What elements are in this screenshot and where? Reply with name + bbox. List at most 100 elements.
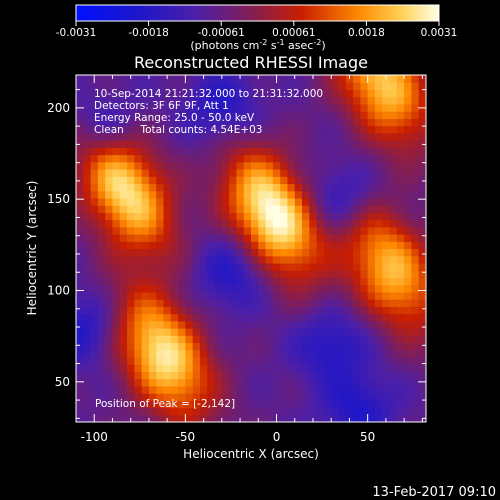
heatmap-cell [294, 291, 303, 300]
heatmap-cell [97, 277, 106, 286]
heatmap-cell [345, 103, 354, 112]
heatmap-cell [309, 320, 318, 329]
heatmap-cell [221, 212, 230, 221]
heatmap-cell [83, 226, 92, 235]
heatmap-cell [214, 132, 223, 141]
heatmap-cell [389, 378, 398, 387]
heatmap-cell [302, 103, 310, 112]
heatmap-cell [236, 168, 245, 177]
heatmap-cell [331, 364, 340, 372]
heatmap-cell [404, 154, 413, 163]
heatmap-cell [90, 197, 99, 206]
heatmap-cell [134, 262, 143, 271]
heatmap-cell [141, 313, 150, 322]
heatmap-cell [83, 176, 92, 185]
heatmap-cell [294, 255, 303, 264]
heatmap-cell [243, 255, 252, 264]
heatmap-cell [287, 299, 296, 307]
heatmap-cell [265, 342, 274, 351]
heatmap-cell [185, 89, 194, 98]
heatmap-cell [112, 176, 121, 185]
heatmap-cell [97, 248, 106, 257]
heatmap-cell [127, 168, 135, 177]
heatmap-cell [170, 248, 179, 257]
plot-frame [75, 74, 427, 423]
heatmap-cell [214, 262, 223, 271]
heatmap-cell [185, 219, 194, 228]
heatmap-cell [251, 82, 259, 91]
heatmap-cell [345, 356, 354, 365]
heatmap-cell [185, 118, 194, 127]
heatmap-cell [367, 407, 376, 416]
heatmap-cell [178, 241, 186, 250]
x-tick-label: 0 [273, 430, 281, 444]
heatmap-cell [396, 284, 405, 293]
heatmap-cell [258, 212, 267, 221]
heatmap-cell [272, 299, 281, 307]
heatmap-cell [287, 306, 296, 315]
heatmap-cell [331, 393, 340, 401]
heatmap-cell [302, 313, 310, 322]
heatmap-cell [287, 320, 296, 329]
heatmap-cell [163, 147, 172, 156]
heatmap-cell [236, 291, 245, 300]
heatmap-cell [411, 168, 420, 177]
heatmap-cell [141, 183, 150, 192]
heatmap-cell [251, 190, 259, 199]
heatmap-cell [76, 364, 84, 372]
heatmap-cell [192, 75, 201, 83]
heatmap-cell [185, 82, 194, 91]
heatmap-cell [411, 313, 420, 322]
heatmap-cell [148, 183, 157, 192]
heatmap-cell [345, 212, 354, 221]
chart-title: Reconstructed RHESSI Image [134, 53, 368, 72]
heatmap-cell [258, 248, 267, 257]
heatmap-cell [243, 400, 252, 409]
heatmap-cell [76, 262, 84, 271]
heatmap-cell [316, 349, 325, 358]
heatmap-cell [83, 147, 92, 156]
heatmap-cell [367, 378, 376, 387]
heatmap-cell [367, 277, 376, 286]
heatmap-cell [265, 306, 274, 315]
heatmap-cell [265, 132, 274, 141]
heatmap-cell [265, 385, 274, 394]
heatmap-cell [272, 248, 281, 257]
heatmap-cell [199, 299, 208, 307]
heatmap-cell [90, 205, 99, 213]
heatmap-cell [105, 205, 114, 213]
heatmap-cell [141, 356, 150, 365]
heatmap-cell [389, 111, 398, 119]
heatmap-cell [97, 262, 106, 271]
heatmap-cell [83, 96, 92, 105]
heatmap-cell [97, 385, 106, 394]
heatmap-cell [323, 270, 332, 279]
heatmap-cell [323, 313, 332, 322]
heatmap-cell [280, 212, 289, 221]
heatmap-cell [331, 385, 340, 394]
heatmap-cell [323, 219, 332, 228]
heatmap-cell [272, 385, 281, 394]
heatmap-cell [76, 241, 84, 250]
heatmap-cell [236, 407, 245, 416]
heatmap-cell [229, 132, 238, 141]
heatmap-cell [148, 248, 157, 257]
heatmap-cell [338, 183, 347, 192]
heatmap-cell [178, 176, 186, 185]
heatmap-cell [199, 393, 208, 401]
heatmap-cell [83, 132, 92, 141]
heatmap-cell [396, 176, 405, 185]
heatmap-cell [280, 111, 289, 119]
heatmap-cell [229, 125, 238, 134]
heatmap-cell [192, 168, 201, 177]
heatmap-cell [251, 364, 259, 372]
heatmap-cell [207, 212, 216, 221]
heatmap-cell [345, 183, 354, 192]
heatmap-cell [105, 212, 114, 221]
heatmap-cell [199, 248, 208, 257]
heatmap-cell [411, 320, 420, 329]
heatmap-cell [185, 255, 194, 264]
heatmap-cell [119, 248, 128, 257]
heatmap-cell [207, 96, 216, 105]
heatmap-cell [119, 342, 128, 351]
